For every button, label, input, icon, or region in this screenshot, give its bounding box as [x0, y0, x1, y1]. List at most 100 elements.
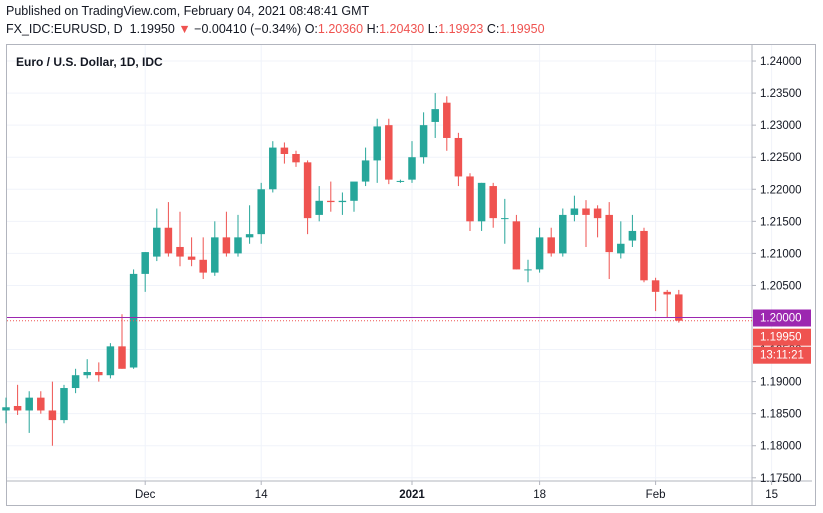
- candle: [153, 208, 161, 262]
- grid-layer: [7, 45, 773, 481]
- time-axis[interactable]: Dec 14 2021 18 Feb 15: [135, 481, 778, 501]
- candle-body: [153, 227, 161, 257]
- candle-body: [13, 405, 22, 411]
- price-tick-label: 1.21500: [760, 216, 802, 228]
- candle: [269, 141, 277, 193]
- candle: [477, 182, 486, 231]
- candle-body: [141, 252, 149, 274]
- candle-body: [303, 162, 312, 219]
- candle-body: [617, 243, 625, 254]
- candle: [582, 200, 590, 247]
- candle-body: [559, 214, 567, 254]
- chart-frame[interactable]: [6, 44, 816, 506]
- candle: [559, 208, 567, 257]
- candle-body: [443, 102, 451, 138]
- candle-body: [234, 237, 242, 254]
- candle: [547, 227, 555, 257]
- published-line: Published on TradingView.com, February 0…: [6, 4, 370, 18]
- candle: [512, 214, 521, 270]
- candle: [617, 221, 625, 259]
- candle: [338, 192, 347, 215]
- candle-body: [269, 147, 277, 190]
- candle-body: [593, 208, 602, 219]
- candle: [524, 259, 532, 283]
- candle: [640, 227, 648, 283]
- candle-body: [419, 125, 428, 158]
- candle: [315, 186, 323, 222]
- candle: [431, 93, 439, 138]
- candle-body: [373, 126, 381, 161]
- close-value: 1.19950: [499, 22, 545, 36]
- candle: [222, 211, 231, 257]
- candle: [141, 252, 149, 292]
- price-tick-label: 1.22000: [760, 184, 802, 196]
- price-tick-label: 1.17500: [760, 473, 802, 485]
- candle: [419, 112, 428, 164]
- candle: [234, 214, 242, 257]
- low-label: L:: [427, 22, 439, 36]
- candle: [71, 368, 80, 394]
- countdown-badge: 13:11:21: [753, 346, 811, 364]
- candle: [60, 384, 68, 424]
- candle-body: [570, 208, 579, 215]
- candle-body: [257, 189, 265, 235]
- ohlc-line: FX_IDC:EURUSD, D 1.19950 ▼ −0.00410 (−0.…: [6, 22, 545, 36]
- candle: [48, 381, 57, 446]
- candle: [280, 142, 289, 164]
- open-value: 1.20360: [317, 22, 364, 36]
- candle: [327, 181, 335, 212]
- candle-body: [651, 280, 660, 292]
- candle-body: [512, 221, 521, 270]
- time-tick-label: Dec: [135, 489, 156, 501]
- candle-body: [477, 182, 486, 222]
- candle: [651, 277, 660, 312]
- candle-body: [280, 147, 289, 154]
- candle-body: [118, 346, 126, 369]
- candle: [605, 202, 613, 280]
- time-tick-label: Feb: [646, 489, 666, 501]
- candle: [187, 237, 196, 267]
- candle-body: [640, 230, 648, 281]
- chart-title: Euro / U.S. Dollar, 1D, IDC: [16, 55, 163, 69]
- candle-body: [466, 176, 474, 222]
- candle: [454, 132, 463, 187]
- candle: [303, 160, 312, 235]
- price-tick-label: 1.23000: [760, 120, 802, 132]
- high-value: 1.20430: [379, 22, 425, 36]
- candle-body: [675, 294, 683, 321]
- candle-body: [501, 218, 509, 220]
- candle: [13, 384, 22, 415]
- candle: [663, 289, 671, 318]
- candle: [373, 118, 381, 183]
- countdown-badge-text: 13:11:21: [760, 350, 804, 362]
- candle: [350, 181, 358, 212]
- candle-body: [176, 246, 184, 257]
- candle: [37, 391, 45, 414]
- candle: [396, 179, 405, 183]
- down-arrow-icon: ▼: [178, 22, 191, 36]
- candle-body: [245, 234, 254, 238]
- candle: [361, 147, 370, 187]
- price-tick-label: 1.21000: [760, 248, 802, 260]
- candle-body: [48, 410, 57, 421]
- candle-body: [25, 397, 33, 411]
- candle: [628, 214, 637, 247]
- candle: [164, 202, 173, 257]
- candle: [501, 198, 509, 244]
- level-badge-text: 1.20000: [760, 313, 802, 325]
- candle-body: [315, 200, 323, 215]
- candle-body: [350, 181, 358, 201]
- price-tick-label: 1.18500: [760, 409, 802, 421]
- candle-body: [95, 372, 103, 376]
- price-axis[interactable]: 1.24000 1.23500 1.23000 1.22500 1.22000 1.215…: [752, 56, 802, 485]
- last-price-badge: 1.19950: [753, 328, 811, 346]
- candle-body: [605, 214, 613, 253]
- candle-body: [628, 230, 637, 241]
- candle: [535, 227, 544, 273]
- candle: [408, 141, 416, 183]
- candle: [443, 96, 451, 151]
- price-change: −0.00410 (−0.34%): [194, 22, 302, 36]
- candle-body: [327, 200, 335, 203]
- candle: [83, 359, 91, 379]
